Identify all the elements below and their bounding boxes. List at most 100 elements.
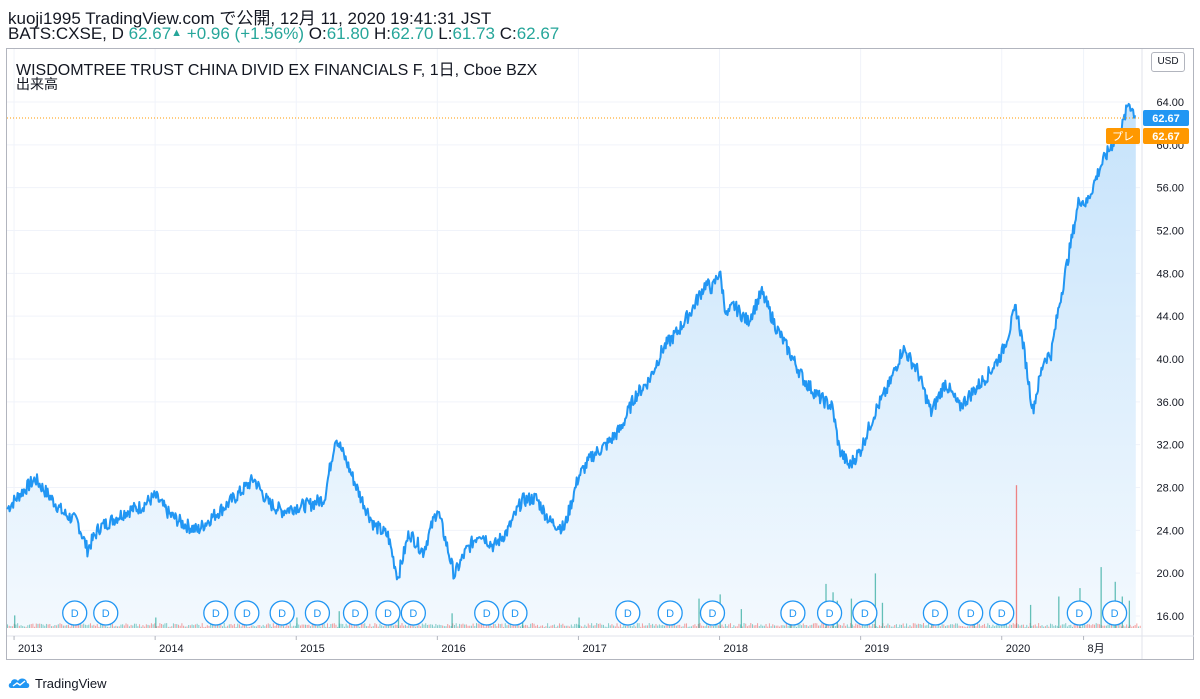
volume-bar-noise <box>1053 625 1055 628</box>
volume-bar-noise <box>862 623 864 628</box>
volume-bar-noise <box>983 623 985 628</box>
volume-bar-noise <box>282 625 284 628</box>
volume-bar-noise <box>953 624 955 628</box>
volume-bar-noise <box>655 623 657 628</box>
volume-bar-noise <box>630 625 632 628</box>
volume-bar-noise <box>274 625 276 628</box>
volume-bar-noise <box>1102 625 1104 628</box>
price-area <box>7 103 1136 628</box>
volume-bar <box>14 615 16 628</box>
volume-bar-noise <box>1124 626 1126 628</box>
volume-bar <box>155 617 157 628</box>
volume-bar-noise <box>1026 624 1028 628</box>
volume-bar-noise <box>393 625 395 628</box>
volume-bar-noise <box>137 626 139 628</box>
dividend-marker-label: D <box>212 608 220 620</box>
volume-bar-noise <box>171 626 173 628</box>
volume-bar-noise <box>801 625 803 628</box>
volume-bar-noise <box>912 623 914 628</box>
volume-bar-noise <box>672 624 674 628</box>
volume-bar-noise <box>301 624 303 628</box>
volume-bar-noise <box>193 625 195 628</box>
volume-bar-noise <box>999 625 1001 628</box>
volume-bar-noise <box>762 625 764 628</box>
volume-bar-noise <box>709 623 711 628</box>
volume-bar-noise <box>181 623 183 628</box>
volume-bar-noise <box>758 626 760 628</box>
volume-bar-noise <box>1085 624 1087 628</box>
volume-bar-noise <box>122 624 124 628</box>
volume-bar-noise <box>205 626 207 628</box>
volume-bar-noise <box>230 623 232 628</box>
volume-bar-noise <box>311 623 313 628</box>
volume-bar-noise <box>298 624 300 628</box>
volume-bar <box>740 609 742 628</box>
dividend-marker-circle <box>400 600 427 626</box>
volume-bar-noise <box>663 625 665 628</box>
volume-bar-noise <box>232 625 234 628</box>
volume-bar-noise <box>34 626 36 628</box>
dividend-marker-label: D <box>931 608 939 620</box>
volume-bar-noise <box>584 624 586 628</box>
volume-bar-noise <box>838 624 840 628</box>
volume-bar-noise <box>919 624 921 628</box>
volume-bar-noise <box>843 623 845 628</box>
volume-bar-noise <box>132 625 134 628</box>
volume-bar-noise <box>961 626 963 628</box>
volume-bar-noise <box>729 623 731 628</box>
volume-bar-noise <box>833 623 835 628</box>
volume-bar-noise <box>606 626 608 628</box>
volume-bar-noise <box>308 624 310 628</box>
volume-bar-noise <box>797 624 799 628</box>
volume-bar-noise <box>724 623 726 628</box>
volume-bar-noise <box>174 624 176 628</box>
volume-bar-noise <box>948 625 950 628</box>
y-tick-label: 64.00 <box>1156 97 1184 109</box>
volume-bar-noise <box>900 624 902 628</box>
volume-bar-noise <box>1082 624 1084 628</box>
volume-bar-noise <box>845 625 847 628</box>
volume-bar-noise <box>342 623 344 628</box>
volume-bar-noise <box>304 624 306 628</box>
dividend-marker-circle <box>958 600 984 626</box>
volume-bar-noise <box>293 625 295 628</box>
volume-bar <box>698 598 700 628</box>
volume-bar-noise <box>286 623 288 628</box>
volume-bar-noise <box>365 626 367 628</box>
volume-bar-noise <box>831 625 833 628</box>
dividend-marker-circle <box>62 600 88 626</box>
volume-bar-noise <box>775 625 777 628</box>
volume-bar-noise <box>254 626 256 628</box>
volume-bar-noise <box>865 624 867 628</box>
volume-bar-noise <box>818 625 820 628</box>
volume-bar-noise <box>713 625 715 628</box>
volume-bar-noise <box>1033 625 1035 628</box>
volume-bar-noise <box>201 623 203 628</box>
volume-bar-noise <box>704 626 706 628</box>
currency-button[interactable]: USD <box>1151 52 1185 72</box>
volume-bar-noise <box>796 626 798 628</box>
volume-bar-noise <box>824 626 826 628</box>
volume-bar-noise <box>220 624 222 628</box>
volume-bar-noise <box>694 624 696 628</box>
volume-bar-noise <box>701 625 703 628</box>
volume-bar-noise <box>445 626 447 628</box>
volume-bar-noise <box>1122 625 1124 628</box>
volume-bar-noise <box>1126 624 1128 628</box>
dividend-marker: D <box>699 600 726 626</box>
volume-bar-noise <box>130 624 132 628</box>
volume-bar-noise <box>240 626 242 628</box>
low-value: 61.73 <box>452 24 495 43</box>
y-tick-label: 48.00 <box>1156 268 1184 280</box>
volume-bar-noise <box>735 626 737 628</box>
y-tick-label: 56.00 <box>1156 183 1184 195</box>
volume-bar <box>881 602 884 628</box>
volume-bar-noise <box>106 626 108 628</box>
volume-bar-noise <box>54 624 56 628</box>
volume-bar-noise <box>188 624 190 628</box>
volume-bar-noise <box>535 625 537 628</box>
volume-bar-noise <box>88 624 90 628</box>
volume-bar-noise <box>589 625 591 628</box>
volume-bar-noise <box>362 623 364 628</box>
